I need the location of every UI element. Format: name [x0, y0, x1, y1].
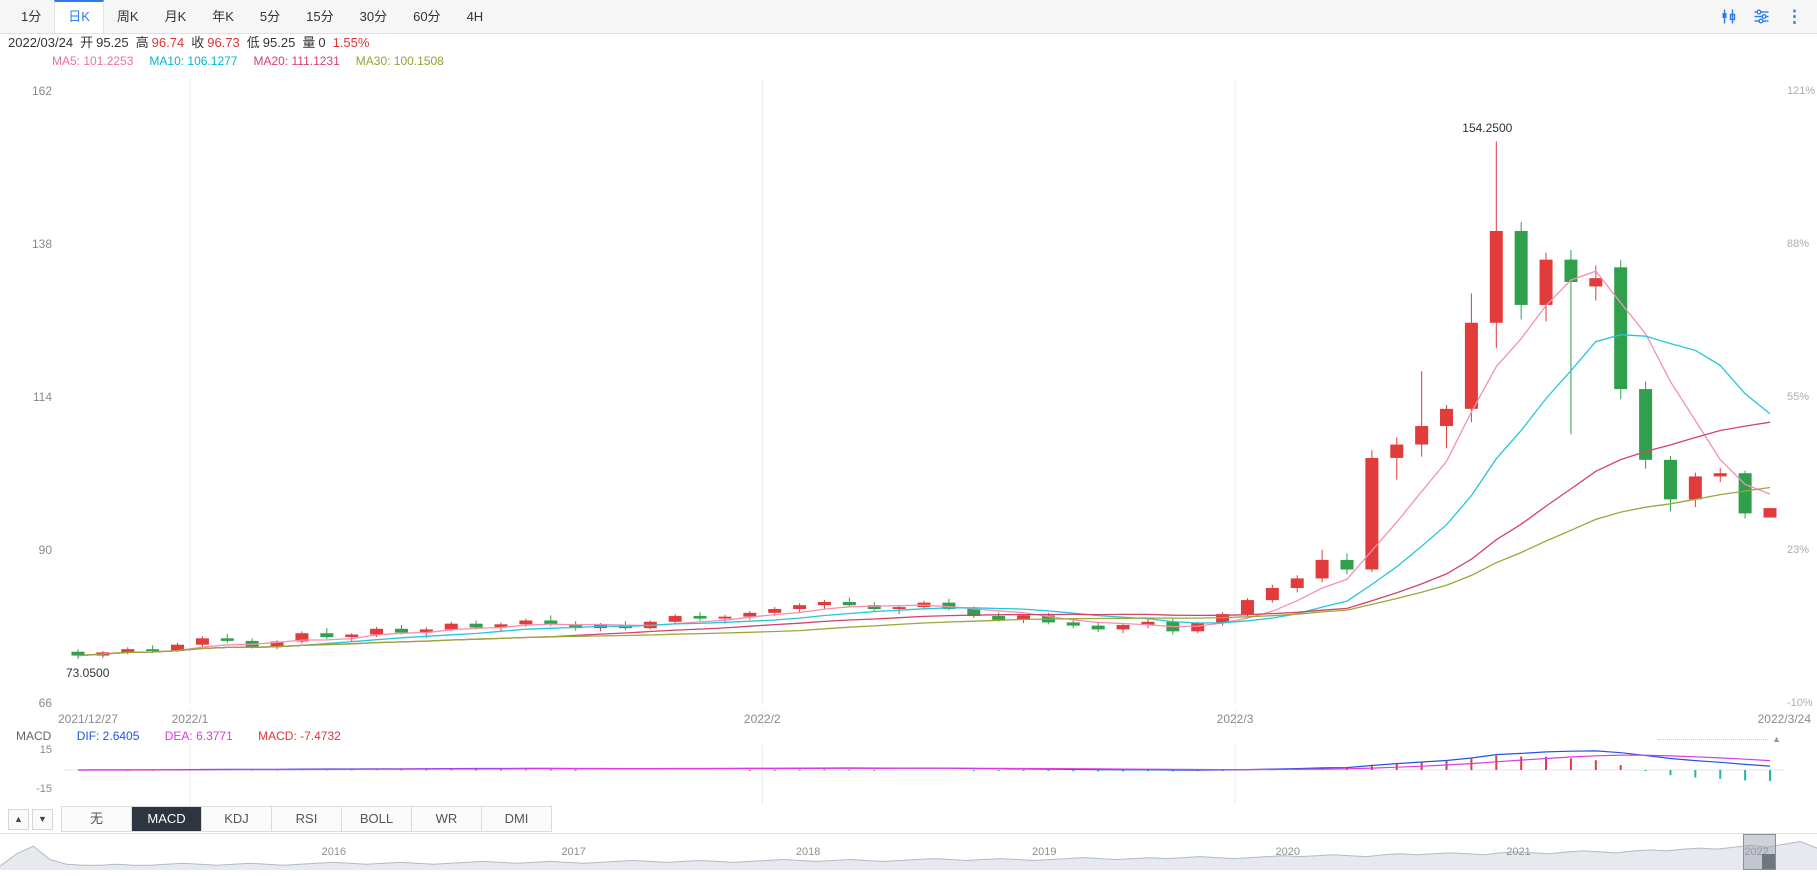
- indicator-settings-icon[interactable]: [1753, 8, 1770, 25]
- period-tabs: 1分日K周K月K年K5分15分30分60分4H: [0, 0, 496, 33]
- navigator-year-label: 2018: [796, 846, 820, 858]
- indicator-tabs: 无MACDKDJRSIBOLLWRDMI: [61, 806, 552, 832]
- price-axis-label: 90: [6, 543, 52, 557]
- percent-axis-label: 88%: [1787, 238, 1809, 250]
- macd-axis-label: 15: [6, 744, 52, 756]
- candlestick-chart[interactable]: 154.2500 73.0500 162 121% 138 88% 114 55% 90 23…: [0, 70, 1817, 710]
- indicator-tab-DMI[interactable]: DMI: [482, 807, 552, 831]
- macd-title: MACD: [16, 729, 51, 743]
- x-axis-label: 2022/2: [744, 712, 781, 726]
- navigator-area-chart: [0, 834, 1817, 870]
- collapse-triangle-icon: ▲: [1772, 735, 1781, 744]
- quote-field-value: 0: [318, 35, 325, 50]
- quote-field-label: 低: [247, 35, 260, 50]
- price-axis-label: 66: [6, 696, 52, 710]
- macd-dif-value: DIF: 2.6405: [77, 729, 140, 743]
- ma-legend-item: MA30: 100.1508: [356, 54, 444, 68]
- indicator-scroll-up-button[interactable]: ▲: [8, 809, 29, 830]
- low-price-label: 73.0500: [66, 666, 109, 680]
- percent-axis-label: 23%: [1787, 544, 1809, 556]
- toolbar-actions: ⋮: [1720, 0, 1817, 33]
- macd-header: MACD DIF: 2.6405 DEA: 6.3771 MACD: -7.47…: [0, 728, 1817, 745]
- period-tab-4H[interactable]: 4H: [454, 0, 497, 33]
- period-tab-15分[interactable]: 15分: [293, 0, 346, 33]
- quote-bar: 2022/03/24开95.25高96.74收96.73低95.25量01.55…: [0, 34, 1817, 52]
- kline-style-icon[interactable]: [1720, 8, 1737, 25]
- quote-change: 1.55%: [333, 35, 370, 50]
- indicator-tab-BOLL[interactable]: BOLL: [342, 807, 412, 831]
- period-tab-年K[interactable]: 年K: [199, 0, 247, 33]
- period-tab-日K[interactable]: 日K: [54, 0, 104, 33]
- period-tab-周K[interactable]: 周K: [104, 0, 152, 33]
- navigator-slider[interactable]: [1743, 834, 1777, 870]
- macd-plot: [0, 745, 1817, 805]
- indicator-bar: ▲▼ 无MACDKDJRSIBOLLWRDMI: [0, 805, 1817, 833]
- indicator-tab-WR[interactable]: WR: [412, 807, 482, 831]
- macd-hist-value: MACD: -7.4732: [258, 729, 341, 743]
- x-axis-label: 2022/3: [1217, 712, 1254, 726]
- macd-axis-label: -15: [6, 783, 52, 795]
- x-axis-label: 2022/1: [172, 712, 209, 726]
- period-tab-5分[interactable]: 5分: [247, 0, 293, 33]
- navigator-year-label: 2020: [1276, 846, 1300, 858]
- percent-axis-label: -10%: [1787, 697, 1813, 709]
- navigator-year-label: 2017: [561, 846, 585, 858]
- indicator-tab-RSI[interactable]: RSI: [272, 807, 342, 831]
- navigator-year-label: 2021: [1506, 846, 1530, 858]
- macd-panel[interactable]: 15 -15: [0, 745, 1817, 805]
- period-tab-月K[interactable]: 月K: [152, 0, 200, 33]
- period-toolbar: 1分日K周K月K年K5分15分30分60分4H: [0, 0, 1817, 34]
- indicator-tab-MACD[interactable]: MACD: [132, 807, 202, 831]
- period-tab-1分[interactable]: 1分: [8, 0, 54, 33]
- price-axis-label: 114: [6, 390, 52, 404]
- percent-axis-label: 121%: [1787, 85, 1815, 97]
- quote-field-label: 开: [80, 35, 93, 50]
- period-tab-30分[interactable]: 30分: [347, 0, 400, 33]
- x-axis-label: 2022/3/24: [1758, 712, 1811, 726]
- quote-field-value: 95.25: [263, 35, 296, 50]
- x-axis: 2021/12/27 2022/1 2022/2 2022/3 2022/3/24: [0, 710, 1817, 728]
- indicator-tab-无[interactable]: 无: [62, 807, 132, 831]
- x-axis-label: 2021/12/27: [58, 712, 118, 726]
- ma-legend-item: MA20: 111.1231: [253, 54, 339, 68]
- more-menu-icon[interactable]: ⋮: [1786, 8, 1803, 25]
- dotted-line: [1658, 739, 1768, 740]
- ma-legend-item: MA10: 106.1277: [149, 54, 237, 68]
- price-axis-label: 162: [6, 84, 52, 98]
- navigator-year-label: 2019: [1032, 846, 1056, 858]
- quote-field-value: 95.25: [96, 35, 129, 50]
- trading-chart-app: 1分日K周K月K年K5分15分30分60分4H: [0, 0, 1817, 876]
- peak-price-label: 154.2500: [1462, 121, 1512, 135]
- navigator-year-label: 2016: [322, 846, 346, 858]
- macd-dea-value: DEA: 6.3771: [165, 729, 233, 743]
- quote-date: 2022/03/24: [8, 35, 73, 50]
- quote-field-label: 收: [191, 35, 204, 50]
- indicator-tab-KDJ[interactable]: KDJ: [202, 807, 272, 831]
- timeline-navigator[interactable]: 2016201720182019202020212022: [0, 833, 1817, 870]
- quote-field-label: 量: [302, 35, 315, 50]
- ma-legend-item: MA5: 101.2253: [52, 54, 133, 68]
- panel-collapse-control[interactable]: ▲: [1658, 735, 1781, 744]
- navigator-slider-grip[interactable]: [1762, 854, 1775, 869]
- quote-field-label: 高: [136, 35, 149, 50]
- ma-legend: MA5: 101.2253 MA10: 106.1277 MA20: 111.123…: [0, 52, 1817, 70]
- indicator-scroll-down-button[interactable]: ▼: [32, 809, 53, 830]
- quote-field-value: 96.73: [207, 35, 240, 50]
- percent-axis-label: 55%: [1787, 391, 1809, 403]
- price-axis-label: 138: [6, 237, 52, 251]
- period-tab-60分[interactable]: 60分: [400, 0, 453, 33]
- candlestick-plot: [0, 70, 1817, 710]
- quote-field-value: 96.74: [152, 35, 185, 50]
